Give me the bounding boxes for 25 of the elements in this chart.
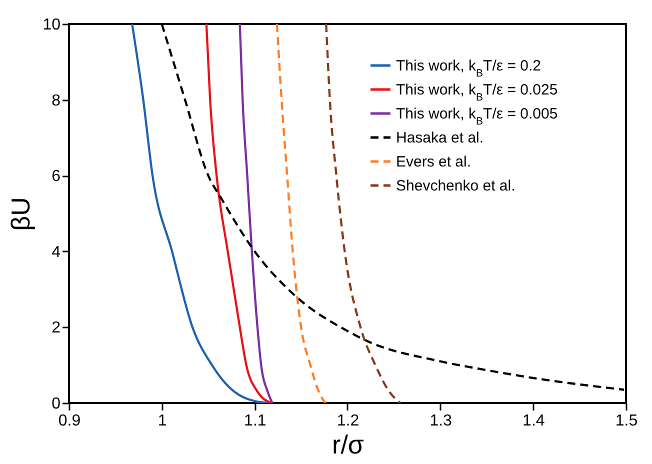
legend-label: Evers et al. bbox=[396, 154, 472, 170]
legend-label: This work, k$_{B}$T/ε = 0.2 bbox=[396, 58, 541, 80]
x-tick-label: 1.3 bbox=[430, 412, 452, 430]
legend-label: This work, k$_{B}$T/ε = 0.025 bbox=[396, 82, 558, 104]
y-tick-label: 0 bbox=[52, 396, 61, 412]
line-series bbox=[205, 24, 272, 403]
line-series bbox=[276, 24, 326, 403]
x-tick-label: 1 bbox=[158, 412, 167, 430]
legend-label: Hasaka et al. bbox=[396, 130, 484, 146]
y-axis-title: βU bbox=[6, 197, 36, 231]
y-tick-label: 8 bbox=[52, 92, 61, 110]
y-tick-label: 10 bbox=[42, 16, 61, 34]
x-tick-label: 0.9 bbox=[58, 412, 81, 430]
legend-label: This work, k$_{B}$T/ε = 0.005 bbox=[396, 106, 558, 128]
legend-label: Shevchenko et al. bbox=[396, 178, 516, 194]
y-tick-label: 2 bbox=[52, 320, 61, 337]
y-tick-label: 4 bbox=[52, 244, 61, 261]
x-tick-label: 1.5 bbox=[615, 412, 638, 430]
x-tick-label: 1.2 bbox=[336, 412, 360, 430]
x-tick-label: 1.4 bbox=[522, 412, 545, 430]
line-series bbox=[238, 24, 274, 403]
y-tick-label: 6 bbox=[52, 168, 61, 186]
line-series bbox=[131, 24, 274, 403]
x-tick-label: 1.1 bbox=[244, 412, 266, 430]
x-axis-title: r/σ bbox=[332, 430, 364, 460]
